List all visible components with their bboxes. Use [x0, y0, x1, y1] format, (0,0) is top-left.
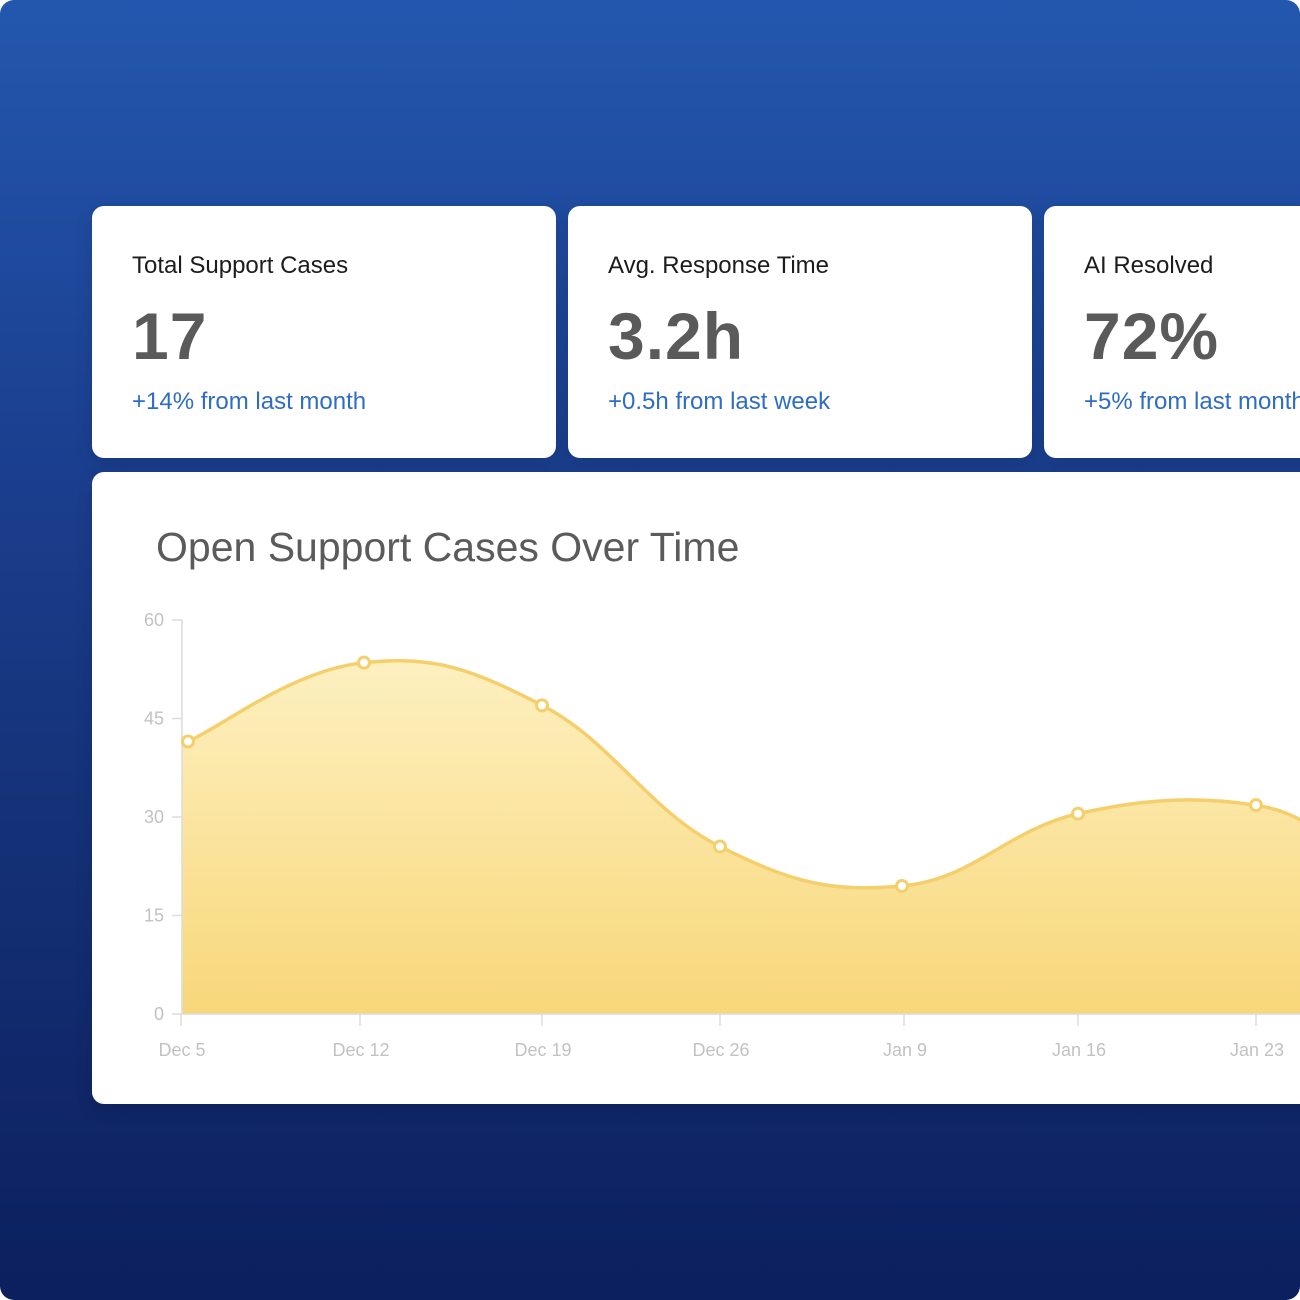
x-tick-label: Jan 9: [883, 1040, 927, 1060]
data-point: [713, 839, 727, 854]
chart-card: Open Support Cases Over Time 0 15 30 45 60 De…: [92, 472, 1300, 1104]
y-tick-label: 0: [154, 1004, 164, 1024]
data-point: [535, 698, 549, 713]
area-chart: 0 15 30 45 60 Dec 5 Dec 12 Dec 19 Dec 26 Jan 9 Jan…: [144, 610, 1300, 1060]
stat-change: +5% from last month: [1084, 388, 1300, 415]
stat-value: 17: [132, 299, 208, 373]
data-point: [895, 878, 909, 893]
y-tick-label: 15: [144, 906, 164, 926]
data-point: [357, 655, 371, 670]
stat-change: +14% from last month: [132, 388, 367, 415]
stat-change: +0.5h from last week: [608, 388, 831, 415]
x-tick-label: Jan 23: [1230, 1040, 1284, 1060]
x-tick-label: Dec 26: [692, 1040, 749, 1060]
x-tick-label: Dec 12: [332, 1040, 389, 1060]
stat-label: Total Support Cases: [132, 252, 349, 279]
chart-title: Open Support Cases Over Time: [156, 524, 740, 570]
stat-label: Avg. Response Time: [608, 252, 830, 279]
data-point: [1071, 806, 1085, 821]
data-point: [1249, 798, 1263, 813]
stat-value: 72%: [1084, 299, 1220, 373]
y-tick-label: 60: [144, 610, 164, 630]
stat-card-response-time: Avg. Response Time 3.2h +0.5h from last …: [568, 206, 1032, 458]
area-fill: [182, 660, 1300, 1014]
x-tick-label: Jan 16: [1052, 1040, 1106, 1060]
stat-card-total-cases: Total Support Cases 17 +14% from last mo…: [92, 206, 556, 458]
y-tick-label: 45: [144, 709, 164, 729]
data-point: [181, 734, 195, 749]
stat-value: 3.2h: [608, 299, 745, 373]
x-tick-label: Dec 19: [514, 1040, 571, 1060]
stat-label: AI Resolved: [1084, 252, 1214, 279]
y-tick-label: 30: [144, 807, 164, 827]
x-tick-label: Dec 5: [158, 1040, 205, 1060]
stat-card-ai-resolved: AI Resolved 72% +5% from last month: [1044, 206, 1300, 458]
